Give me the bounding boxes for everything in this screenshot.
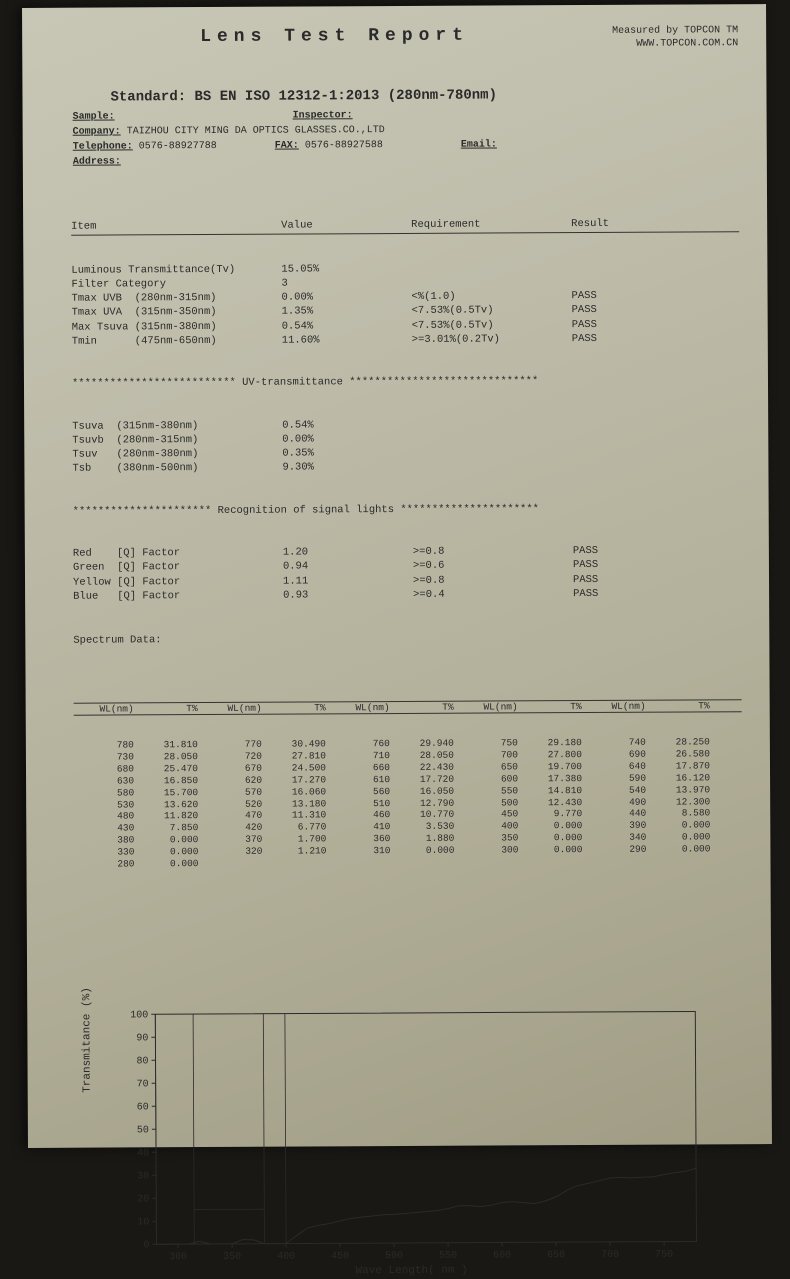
svg-text:100: 100: [130, 1010, 148, 1021]
svg-text:60: 60: [137, 1102, 149, 1113]
table-row: Tsb (380nm-500nm)9.30%: [72, 458, 740, 476]
svg-text:10: 10: [137, 1217, 149, 1228]
svg-text:0: 0: [143, 1240, 149, 1251]
svg-text:70: 70: [137, 1079, 149, 1090]
items-table: Item Value Requirement Result Luminous T…: [71, 188, 742, 676]
svg-text:450: 450: [331, 1251, 349, 1262]
svg-text:550: 550: [439, 1250, 457, 1261]
svg-text:300: 300: [169, 1252, 187, 1263]
measured-by: Measured by TOPCON TM WWW.TOPCON.COM.CN: [612, 24, 738, 51]
svg-text:90: 90: [136, 1033, 148, 1044]
svg-text:40: 40: [137, 1148, 149, 1159]
spectrum-table: WL(nm)T%WL(nm)T%WL(nm)T%WL(nm)T%WL(nm)T%…: [74, 675, 743, 894]
svg-text:700: 700: [601, 1249, 619, 1260]
svg-text:650: 650: [547, 1250, 565, 1261]
svg-text:80: 80: [136, 1056, 148, 1067]
svg-text:400: 400: [277, 1251, 295, 1262]
table-row: Blue [Q] Factor0.93>=0.4PASS: [73, 586, 741, 604]
svg-text:600: 600: [493, 1250, 511, 1261]
svg-text:350: 350: [223, 1251, 241, 1262]
spectrum-row: 2800.000: [74, 855, 742, 870]
transmittance-chart: Transmitance (%) 01020304050607080901003…: [115, 1001, 706, 1274]
standard-line: Standard: BS EN ISO 12312-1:2013 (280nm-…: [110, 86, 738, 105]
meta-block: Sample: Inspector: Company: TAIZHOU CITY…: [73, 106, 739, 169]
report-title: Lens Test Report: [200, 26, 469, 47]
svg-text:30: 30: [137, 1171, 149, 1182]
svg-text:20: 20: [137, 1194, 149, 1205]
table-row: Tmin (475nm-650nm)11.60%>=3.01%(0.2Tv)PA…: [72, 331, 740, 349]
svg-text:750: 750: [655, 1249, 673, 1260]
svg-text:500: 500: [385, 1251, 403, 1262]
svg-text:50: 50: [137, 1125, 149, 1136]
report-sheet: Lens Test Report Measured by TOPCON TM W…: [22, 4, 772, 1148]
